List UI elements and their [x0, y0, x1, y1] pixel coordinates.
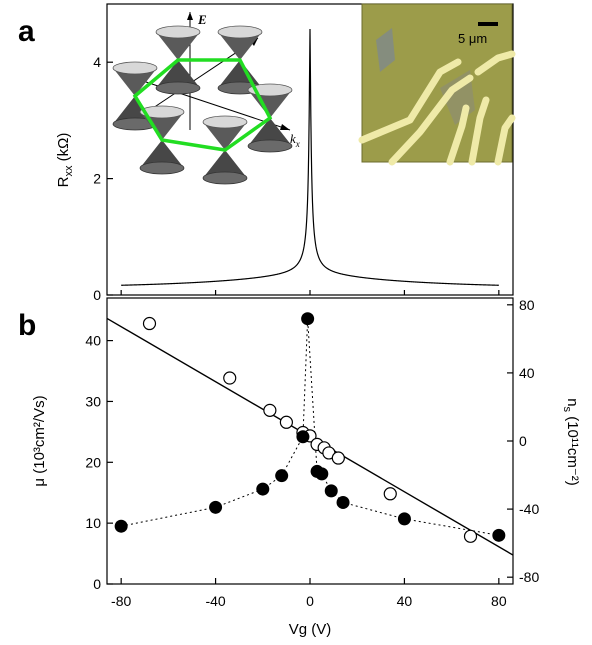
panel-b-left-yaxis: 0 10 20 30 40	[85, 333, 113, 592]
panel-a-xaxis	[120, 290, 500, 295]
dirac-cone-pair	[139, 105, 185, 175]
density-point	[263, 403, 277, 417]
mobility-point	[492, 528, 506, 542]
b-xtick-label: 40	[397, 593, 413, 609]
mobility-point	[209, 500, 223, 514]
device-photo: 5 μm	[358, 3, 516, 166]
scale-bar-label: 5 μm	[458, 31, 487, 46]
kx-axis-arrow	[280, 124, 290, 130]
b-xtick-label: -80	[111, 593, 131, 609]
panel-a-ylabel: Rxx (kΩ)	[55, 133, 75, 188]
panel-a-yaxis: 0 2 4	[93, 54, 113, 303]
dirac-cone-inset: E kx ky	[112, 12, 300, 185]
mobility-point	[256, 482, 270, 496]
mobility-connector	[121, 318, 499, 536]
b-right-ytick-label: 80	[519, 297, 535, 313]
panel-b-xaxis: -80 -40 0 40 80	[111, 578, 507, 609]
photo-border	[361, 3, 513, 163]
scale-bar	[478, 22, 498, 26]
density-point	[142, 316, 157, 331]
dirac-cone-pair	[155, 25, 201, 95]
b-right-ytick-label: 40	[519, 365, 535, 381]
density-point	[223, 371, 237, 385]
density-point	[463, 529, 478, 543]
a-ytick-label: 0	[93, 287, 101, 303]
energy-axis-label: E	[197, 12, 207, 27]
density-point	[331, 451, 345, 465]
b-left-ytick-label: 0	[93, 576, 101, 592]
mobility-point	[296, 430, 310, 444]
b-left-ytick-label: 10	[85, 515, 101, 531]
kx-label: kx	[290, 131, 300, 149]
mobility-point	[336, 495, 350, 509]
b-left-ytick-label: 40	[85, 333, 101, 349]
b-left-ytick-label: 20	[85, 454, 101, 470]
cone-pairs	[112, 25, 293, 185]
x-axis-label: Vg (V)	[289, 621, 332, 638]
b-right-ytick-label: -40	[519, 501, 539, 517]
mobility-point	[324, 484, 338, 498]
panel-label-a: a	[18, 15, 35, 48]
rxx-curve	[121, 29, 499, 286]
panel-b-right-ylabel: ns (10¹¹cm⁻²)	[561, 398, 581, 486]
graphene-flake	[376, 28, 395, 72]
panel-b-left-ylabel: μ (10³cm²/Vs)	[31, 395, 48, 486]
b-xtick-label: 80	[491, 593, 507, 609]
brillouin-hexagon	[132, 58, 273, 152]
a-ytick-label: 2	[93, 171, 101, 187]
b-left-ytick-label: 30	[85, 393, 101, 409]
b-right-ytick-label: -80	[519, 569, 539, 585]
mobility-point	[275, 469, 289, 483]
energy-axis-arrow	[187, 12, 193, 20]
a-ytick-label: 4	[93, 54, 101, 70]
panel-b-right-yaxis: -80 -40 0 40 80	[507, 297, 539, 585]
b-right-ytick-label: 0	[519, 433, 527, 449]
b-xtick-label: -40	[205, 593, 225, 609]
b-xtick-label: 0	[306, 593, 314, 609]
panel-b-plot	[106, 312, 514, 556]
mobility-point	[315, 467, 329, 481]
mobility-point	[114, 519, 128, 533]
dirac-cone-pair	[247, 83, 293, 153]
dirac-cone-pair	[202, 115, 248, 185]
density-point	[383, 487, 397, 501]
mobility-point	[397, 512, 411, 526]
electrodes	[358, 50, 516, 166]
panel-label-b: b	[18, 309, 36, 342]
mobility-point	[301, 312, 315, 326]
density-point	[279, 415, 293, 429]
